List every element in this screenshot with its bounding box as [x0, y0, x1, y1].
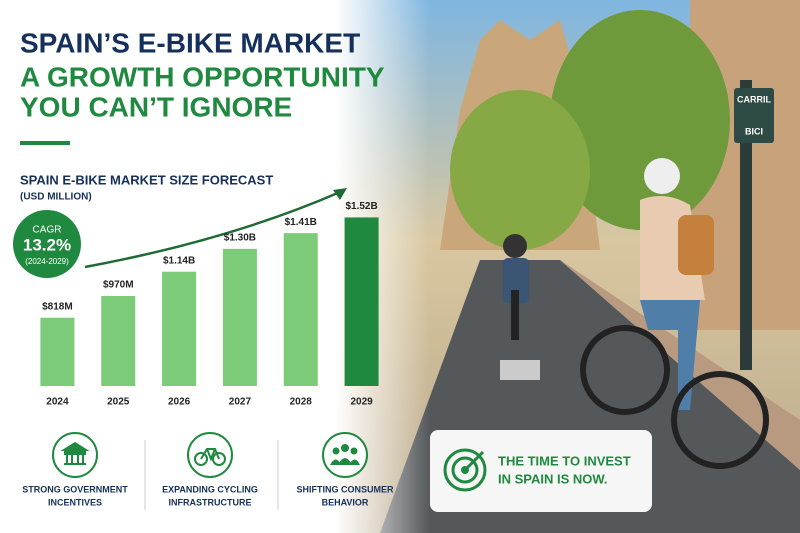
x-tick-label: 2028 — [290, 397, 313, 408]
x-tick-label: 2026 — [168, 397, 191, 408]
callout-box — [430, 430, 652, 512]
feature-label: INFRASTRUCTURE — [169, 497, 252, 507]
bar — [283, 233, 318, 386]
headline: A GROWTH OPPORTUNITY — [20, 61, 385, 92]
feature-label: EXPANDING CYCLING — [162, 484, 258, 494]
bar — [222, 248, 257, 386]
cagr-period: (2024-2029) — [25, 257, 69, 266]
bar — [344, 217, 379, 386]
bar — [162, 271, 197, 386]
icon-bank — [52, 432, 98, 478]
value-label: $1.14B — [163, 255, 195, 266]
x-tick-label: 2029 — [350, 397, 373, 408]
value-label: $970M — [103, 280, 134, 291]
x-tick-label: 2024 — [46, 397, 69, 408]
value-label: $1.41B — [285, 217, 317, 228]
headline: YOU CAN’T IGNORE — [20, 91, 292, 122]
photo: CARRIL BICI — [330, 0, 800, 533]
arrow-head — [333, 188, 347, 200]
callout-text: THE TIME TO INVEST — [498, 453, 631, 468]
value-label: $1.52B — [345, 201, 377, 212]
x-tick-label: 2025 — [107, 397, 130, 408]
icon-bike — [187, 432, 233, 478]
feature-label: SHIFTING CONSUMER — [296, 484, 394, 494]
feature-label: STRONG GOVERNMENT — [22, 484, 128, 494]
feature-label: INCENTIVES — [48, 497, 102, 507]
value-label: $818M — [42, 301, 73, 312]
callout-text: IN SPAIN IS NOW. — [498, 471, 608, 486]
feature-label: BEHAVIOR — [322, 497, 369, 507]
cagr-badge — [13, 210, 81, 278]
value-label: $1.30B — [224, 232, 256, 243]
chart-subtitle: (USD MILLION) — [20, 192, 92, 203]
sign-text: CARRIL — [737, 94, 771, 104]
icon-target — [443, 448, 487, 492]
cagr-label: CAGR — [33, 225, 62, 236]
bar — [40, 317, 75, 386]
headline: SPAIN’S E-BIKE MARKET — [20, 27, 360, 58]
underline — [20, 141, 70, 145]
chart-title: SPAIN E-BIKE MARKET SIZE FORECAST — [20, 172, 273, 187]
sign-text: BICI — [745, 126, 763, 136]
x-tick-label: 2027 — [229, 397, 252, 408]
bar — [101, 296, 136, 386]
growth-arrow — [84, 190, 341, 269]
cagr-value: 13.2% — [23, 235, 71, 254]
icon-people — [322, 432, 368, 478]
